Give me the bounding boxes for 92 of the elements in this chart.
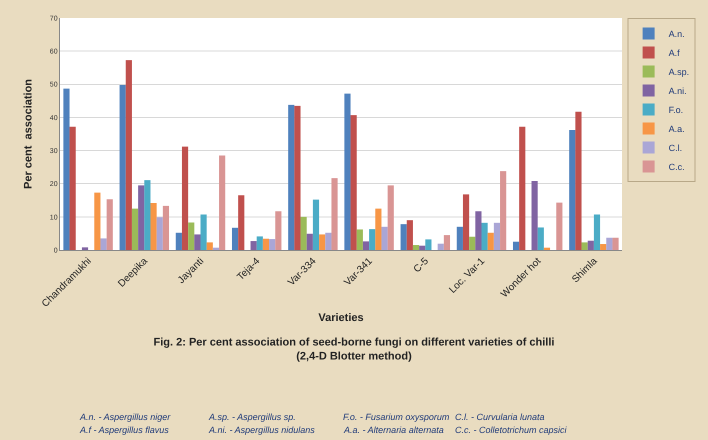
- bar: [381, 226, 388, 250]
- bar: [538, 227, 544, 250]
- bar: [369, 229, 376, 250]
- bar: [612, 238, 619, 250]
- bar: [500, 171, 506, 250]
- bar: [70, 126, 76, 250]
- bar: [82, 247, 88, 250]
- bar: [144, 180, 150, 250]
- bar: [362, 241, 370, 250]
- text: A.ni. - Aspergillus nidulans: [208, 425, 316, 435]
- x-tick-label: C-5: [412, 256, 432, 276]
- bar: [100, 238, 107, 250]
- bar: [456, 226, 463, 250]
- bar: [438, 244, 444, 250]
- bar: [269, 239, 276, 250]
- text: Fig. 2: Per cent association of seed-borne fungi on different varieties of chilli (2,4-D Blotter method): [154, 336, 554, 363]
- text: C.l. - Curvularia lunata: [455, 412, 545, 422]
- text: A.sp. - Aspergillus sp.: [208, 412, 296, 422]
- bar: [419, 246, 426, 250]
- bar: [194, 234, 200, 250]
- bar: [106, 199, 113, 250]
- bar: [519, 126, 526, 250]
- legend-label: F.o.: [668, 105, 684, 116]
- bar: [126, 60, 132, 250]
- bar: [412, 245, 420, 250]
- bar: [406, 220, 413, 250]
- bar: [532, 181, 538, 250]
- bar: [94, 192, 100, 250]
- bar: [425, 239, 432, 250]
- bar: [494, 222, 500, 250]
- bar: [256, 236, 263, 250]
- bar: [388, 185, 394, 250]
- bar: [469, 236, 476, 250]
- bar: [400, 224, 407, 250]
- bar: [182, 146, 188, 250]
- text: A.f - Aspergillus flavus: [79, 425, 170, 435]
- bar: [482, 222, 488, 250]
- bar: [188, 222, 194, 250]
- text: F.o. - Fusarium oxysporum: [343, 412, 450, 422]
- bar: [606, 238, 612, 250]
- bar: [319, 234, 326, 250]
- bar: [344, 94, 351, 250]
- bar: [350, 115, 357, 250]
- bar: [475, 211, 482, 250]
- bar: [556, 202, 562, 250]
- legend-label: A.f: [668, 48, 680, 58]
- bar: [138, 185, 144, 250]
- bar: [250, 241, 257, 250]
- bar: [162, 206, 170, 250]
- bar: [238, 195, 244, 250]
- bar: [306, 234, 313, 250]
- legend-label: A.a.: [668, 124, 685, 134]
- text: C.c. - Colletotrichum capsici: [455, 425, 568, 435]
- bar: [312, 200, 320, 250]
- bar: [594, 214, 600, 250]
- bar: [275, 211, 282, 250]
- bar: [156, 217, 163, 250]
- legend-label: A.sp.: [668, 67, 690, 78]
- bar: [582, 242, 588, 250]
- bar: [294, 106, 301, 250]
- bar: [150, 202, 157, 250]
- bar: [331, 178, 338, 250]
- bar: [488, 232, 494, 250]
- bar: [575, 112, 582, 250]
- bar: [356, 229, 363, 250]
- legend-label: A.n.: [668, 29, 685, 40]
- bar: [262, 238, 270, 250]
- bar: [219, 156, 226, 250]
- bar: [200, 214, 207, 250]
- bar: [232, 228, 238, 250]
- bar: [588, 240, 594, 250]
- bar: [63, 88, 70, 250]
- bar: [206, 242, 213, 250]
- bar: [120, 84, 126, 250]
- bar: [444, 235, 450, 250]
- legend-label: C.c.: [668, 162, 685, 172]
- y-axis-title: Per cent association: [22, 78, 34, 190]
- bar: [462, 194, 470, 250]
- bar: [325, 232, 332, 250]
- text: A.a. - Alternaria alternata: [343, 425, 444, 435]
- bar: [288, 104, 294, 250]
- x-axis-title: Varieties: [318, 312, 364, 324]
- bar: [512, 242, 520, 250]
- bar: [132, 208, 138, 250]
- bar: [600, 244, 606, 250]
- bar: [300, 216, 307, 250]
- text: A.n. - Aspergillus niger: [79, 412, 172, 422]
- bar: [569, 130, 576, 250]
- bar: [375, 208, 382, 250]
- legend-label: C.l.: [668, 143, 682, 154]
- legend-label: A.ni.: [668, 86, 687, 96]
- bar: [176, 232, 182, 250]
